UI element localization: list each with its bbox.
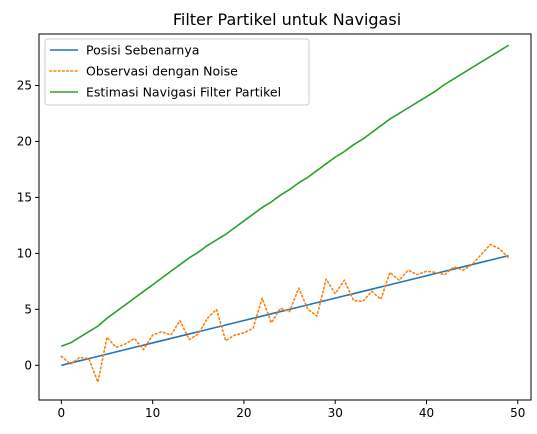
y-axis: 0 5 10 15 20 25 — [17, 78, 39, 372]
legend-label-0: Posisi Sebenarnya — [86, 43, 199, 58]
legend-label-1: Observasi dengan Noise — [86, 64, 238, 79]
series-line-1 — [60, 243, 510, 383]
legend-label-2: Estimasi Navigasi Filter Partikel — [86, 85, 281, 100]
legend: Posisi Sebenarnya Observasi dengan Noise E… — [44, 38, 310, 106]
y-tick-label: 20 — [17, 134, 32, 148]
plot-lines — [60, 44, 510, 383]
x-axis: 0 10 20 30 40 50 — [58, 400, 525, 420]
chart-title: Filter Partikel untuk Navigasi — [173, 10, 401, 29]
y-tick-label: 10 — [17, 246, 32, 260]
y-tick-label: 25 — [17, 78, 32, 92]
x-tick-label: 50 — [510, 406, 525, 420]
series-line-2 — [61, 44, 510, 348]
y-tick-label: 5 — [24, 302, 32, 316]
x-tick-label: 40 — [419, 406, 434, 420]
x-tick-label: 10 — [145, 406, 160, 420]
y-tick-label: 0 — [24, 358, 32, 372]
x-tick-label: 30 — [328, 406, 343, 420]
x-tick-label: 0 — [58, 406, 66, 420]
x-tick-label: 20 — [236, 406, 251, 420]
legend-box — [44, 38, 310, 106]
y-tick-label: 15 — [17, 190, 32, 204]
plot-frame — [38, 33, 532, 401]
